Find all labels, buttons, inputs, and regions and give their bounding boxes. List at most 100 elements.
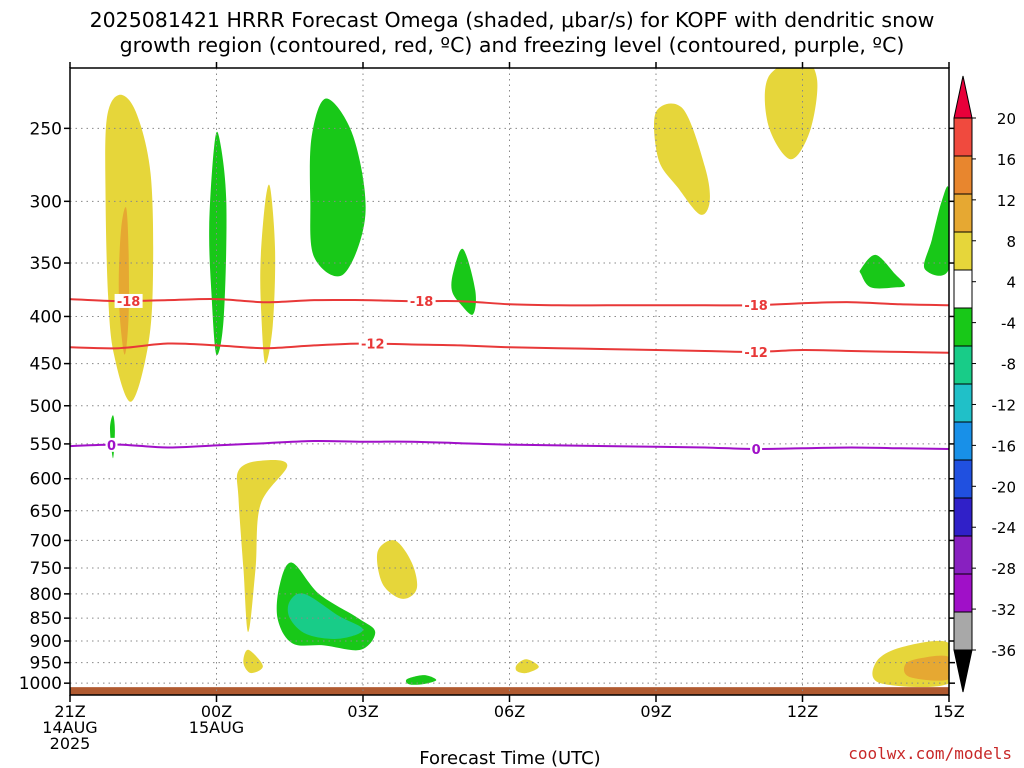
contour-line [70, 342, 949, 354]
ground-surface-bar [70, 687, 949, 695]
x-tick-label: 03Z [347, 702, 378, 721]
y-tick-label: 400 [30, 307, 62, 327]
colorbar-label: 20 [997, 110, 1016, 128]
y-tick-label: 900 [30, 632, 62, 652]
y-tick-label: 600 [30, 470, 62, 490]
colorbar-swatch [953, 535, 973, 575]
omega-region [376, 540, 418, 599]
y-tick-label: 750 [30, 559, 62, 579]
omega-region [209, 131, 227, 356]
colorbar-label: 8 [1006, 233, 1016, 251]
x-tick-label: 09Z [640, 702, 671, 721]
colorbar-swatch [953, 497, 973, 537]
omega-region [859, 254, 906, 289]
contour-line [70, 298, 949, 307]
omega-region [287, 593, 363, 639]
colorbar-label: 4 [1006, 274, 1016, 292]
y-tick-label: 800 [30, 585, 62, 605]
contour-label: 0 [107, 439, 116, 454]
omega-region [653, 103, 710, 215]
contour-label-bg [114, 293, 143, 308]
x-tick-label: 14AUG [42, 718, 97, 737]
omega-region [405, 675, 437, 685]
pressure-axis: 250 300 350 400 450 500 550 600 650 700 750 800 850 9… [19, 119, 955, 694]
x-tick-label: 2025 [50, 734, 91, 753]
contour-label: -18 [410, 295, 434, 310]
contour-label: -12 [361, 338, 385, 353]
y-tick-label: 850 [30, 609, 62, 629]
ground-bar [70, 687, 949, 695]
colorbar-label: -28 [992, 560, 1017, 578]
colorbar-swatch [953, 307, 973, 347]
colorbar-label: -32 [992, 601, 1017, 619]
temperature-contours: -18 -18 -18 -12 -12 0 0 [70, 293, 949, 458]
contour-label: -12 [744, 346, 768, 361]
contour-label: 0 [752, 443, 761, 458]
y-tick-label: 450 [30, 355, 62, 375]
omega-region [243, 649, 263, 674]
omega-shaded-regions [105, 68, 949, 688]
omega-region [105, 94, 154, 402]
chart-title-line-1: 2025081421 HRRR Forecast Omega (shaded, … [89, 8, 935, 32]
colorbar-swatch [953, 117, 973, 157]
omega-region [236, 459, 288, 632]
colorbar-label: 16 [997, 151, 1016, 169]
omega-region [764, 68, 818, 160]
omega-region [118, 207, 130, 355]
omega-region [309, 98, 366, 277]
omega-region [903, 655, 949, 681]
y-tick-label: 700 [30, 531, 62, 551]
contour-label-bg [742, 298, 771, 313]
colorbar-label: -24 [992, 519, 1017, 537]
x-tick-label: 15Z [933, 702, 964, 721]
colorbar: 20 16 12 8 4 -4 -8 -12 -16 -20 -24 -28 -32 -36 [953, 75, 1017, 693]
colorbar-swatch [953, 345, 973, 385]
omega-region [260, 184, 276, 364]
colorbar-label: -4 [1001, 315, 1016, 333]
colorbar-swatch [953, 231, 973, 271]
contour-label: -18 [117, 295, 141, 310]
y-tick-label: 1000 [19, 674, 62, 694]
colorbar-swatch [953, 573, 973, 613]
chart-title: 2025081421 HRRR Forecast Omega (shaded, … [0, 8, 1024, 58]
colorbar-swatch [953, 193, 973, 233]
y-tick-label: 950 [30, 654, 62, 674]
contour-line [70, 439, 949, 451]
y-tick-label: 650 [30, 502, 62, 522]
colorbar-swatch [953, 421, 973, 461]
grid-lines [70, 68, 949, 695]
colorbar-top-arrow [953, 75, 973, 119]
colorbar-label: 12 [997, 192, 1016, 210]
colorbar-label: -36 [992, 642, 1017, 660]
omega-region [923, 186, 949, 276]
x-tick-label: 12Z [787, 702, 818, 721]
y-tick-label: 350 [30, 254, 62, 274]
omega-region [451, 248, 476, 315]
contour-label-bg [407, 294, 436, 309]
y-tick-label: 300 [30, 192, 62, 212]
colorbar-label: -20 [992, 478, 1017, 496]
colorbar-swatch [953, 269, 973, 309]
chart-title-line-2: growth region (contoured, red, ºC) and f… [119, 33, 905, 57]
colorbar-label: -16 [992, 437, 1017, 455]
contour-label: -18 [744, 299, 768, 314]
x-tick-label: 00Z [201, 702, 232, 721]
omega-region [515, 659, 539, 674]
x-axis-label: Forecast Time (UTC) [419, 748, 600, 768]
contour-label-bg [750, 441, 763, 456]
contour-label-bg [105, 437, 118, 452]
colorbar-bottom-arrow [953, 649, 973, 693]
x-tick-label: 06Z [494, 702, 525, 721]
y-tick-label: 250 [30, 119, 62, 139]
colorbar-swatch [953, 459, 973, 499]
contour-label-bg [742, 344, 771, 359]
colorbar-swatch [953, 383, 973, 423]
site-credit: coolwx.com/models [848, 744, 1012, 763]
contour-label-bg [358, 336, 387, 351]
colorbar-label: -12 [992, 396, 1017, 414]
colorbar-swatch [953, 611, 973, 651]
x-tick-label: 15AUG [189, 718, 244, 737]
x-tick-label: 21Z [54, 702, 85, 721]
